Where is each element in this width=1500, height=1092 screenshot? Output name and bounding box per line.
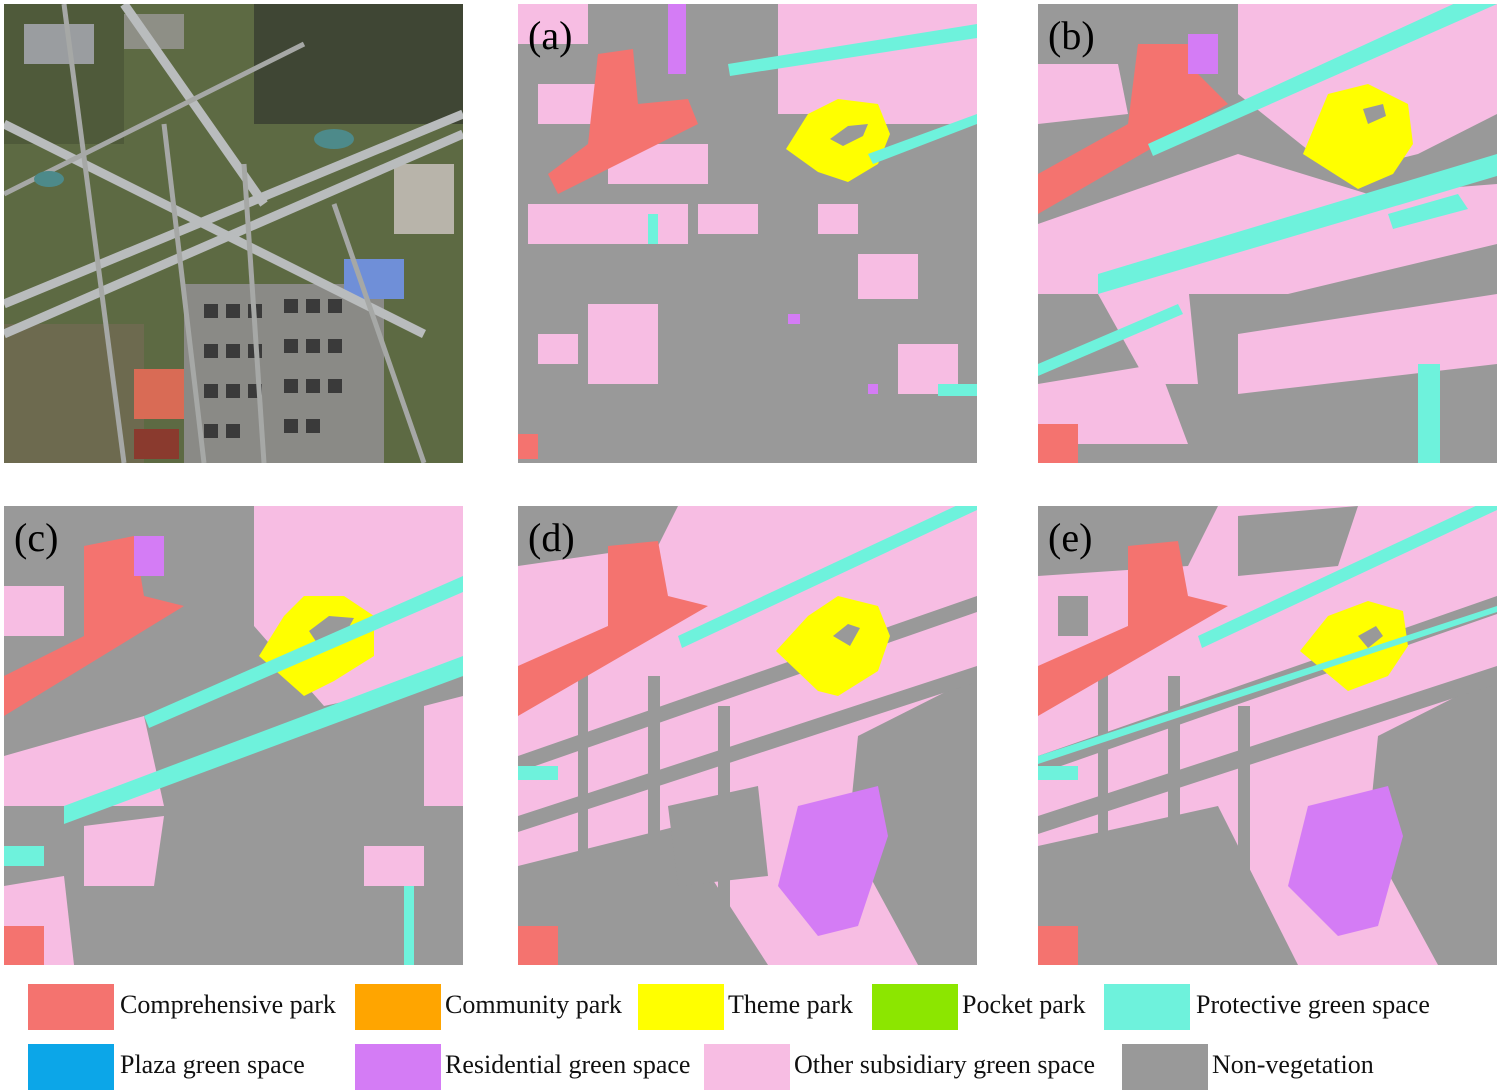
other-region (538, 84, 598, 124)
protective-region (4, 576, 463, 965)
legend-label: Non-vegetation (1212, 1050, 1374, 1079)
nonveg-region (1368, 676, 1497, 965)
nonveg-region (830, 124, 868, 146)
comprehensive-region (1038, 424, 1078, 463)
panel-label-b: (b) (1048, 13, 1095, 58)
nonveg-region (833, 624, 860, 646)
panel-label-a: (a) (528, 13, 573, 58)
comprehensive-region (4, 536, 184, 716)
map-panel-c: (c) (4, 506, 463, 965)
map-panel-b: (b) (1038, 4, 1497, 463)
other-region (1038, 64, 1128, 124)
other-region (364, 846, 424, 886)
legend-swatch (28, 984, 114, 1030)
nonveg-region (1358, 626, 1383, 648)
legend-swatch (872, 984, 958, 1030)
nonveg-region (518, 826, 768, 965)
other-region (858, 254, 918, 299)
protective-region (1038, 4, 1497, 463)
legend-label: Residential green space (445, 1050, 691, 1079)
map-panel-d: (d) (518, 506, 977, 965)
theme-region (1303, 84, 1413, 189)
nonveg-region (848, 676, 977, 965)
comprehensive-region (548, 49, 698, 194)
panel-label-d: (d) (528, 515, 575, 560)
legend-swatch (355, 1044, 441, 1090)
other-region (424, 696, 463, 806)
residential-region (1188, 34, 1218, 74)
legend-label: Protective green space (1196, 990, 1430, 1019)
other-region (538, 334, 578, 364)
legend: Comprehensive park Community park Theme … (0, 980, 1500, 1092)
panel-label-e: (e) (1048, 515, 1093, 560)
residential-region (778, 786, 888, 936)
legend-swatch (1104, 984, 1190, 1030)
protective-region (1038, 506, 1497, 780)
comprehensive-region (1038, 541, 1228, 716)
comprehensive-region (1038, 44, 1228, 214)
protective-region (518, 506, 977, 780)
legend-label: Community park (445, 990, 622, 1019)
residential-region (1288, 786, 1403, 936)
nonveg-region (518, 506, 678, 566)
comprehensive-region (518, 434, 538, 459)
comprehensive-region (518, 926, 558, 965)
satellite-image (4, 4, 463, 463)
comprehensive-region (4, 926, 44, 965)
legend-swatch (355, 984, 441, 1030)
other-region (84, 816, 164, 886)
residential-region (134, 536, 164, 576)
other-region (528, 204, 688, 244)
other-region (588, 304, 658, 384)
legend-label: Comprehensive park (120, 990, 336, 1019)
legend-label: Theme park (728, 990, 853, 1019)
other-region (818, 204, 858, 234)
map-panel-e: (e) (1038, 506, 1497, 965)
residential-region (868, 384, 878, 394)
legend-swatch (28, 1044, 114, 1090)
theme-region (1300, 601, 1408, 691)
nonveg-region (1238, 506, 1358, 576)
nonveg-region (1363, 104, 1386, 124)
panel-label-c: (c) (14, 515, 59, 560)
other-region (698, 204, 758, 234)
protective-region (648, 24, 977, 396)
legend-label: Pocket park (962, 990, 1086, 1019)
comprehensive-region (1038, 926, 1078, 965)
legend-label: Other subsidiary green space (794, 1050, 1096, 1079)
theme-region (776, 596, 890, 696)
nonveg-region (309, 616, 354, 646)
other-region (518, 4, 588, 44)
legend-swatch (1122, 1044, 1208, 1090)
legend-swatch (704, 1044, 790, 1090)
map-panel-a: (a) (518, 4, 977, 463)
legend-swatch (638, 984, 724, 1030)
comprehensive-region (518, 541, 708, 716)
residential-region (668, 4, 686, 74)
legend-label: Plaza green space (120, 1050, 305, 1079)
residential-region (788, 314, 800, 324)
other-region (4, 586, 64, 636)
